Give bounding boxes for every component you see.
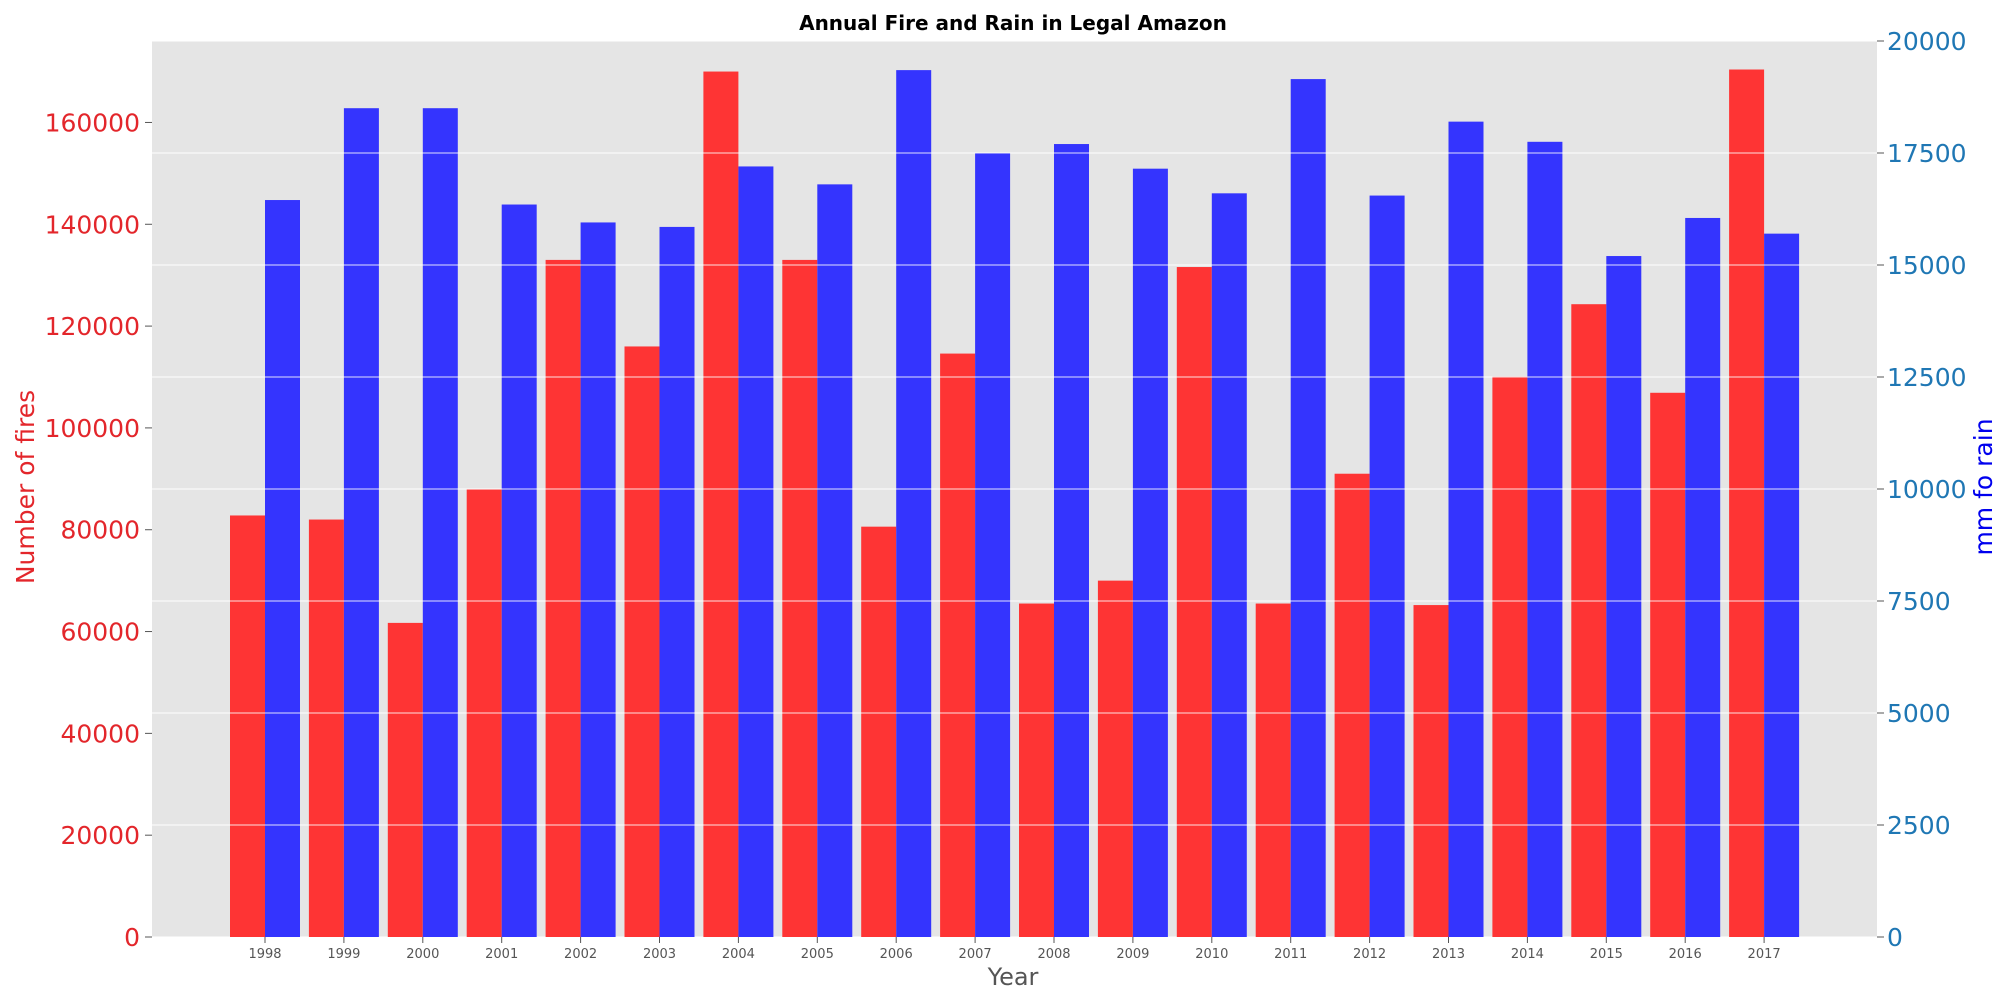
right-tick-label: 15000 (1887, 251, 1967, 280)
grid-overlay (152, 152, 1877, 826)
x-axis: 1998 1999 2000 2001 2002 2003 2004 2005 2006 2007… (248, 937, 1781, 962)
x-tick-label: 2003 (643, 947, 676, 962)
rain-bar-2002 (580, 222, 616, 937)
rain-bar-2006 (896, 70, 932, 938)
x-tick-label: 2011 (1274, 947, 1307, 962)
x-axis-label: Year (987, 963, 1039, 991)
fire-bar-2014 (1492, 376, 1528, 937)
rain-bar-2012 (1369, 195, 1405, 937)
left-tick-label: 20000 (60, 821, 140, 850)
fire-bar-2000 (387, 622, 423, 937)
fire-bar-2012 (1334, 473, 1370, 937)
fire-bar-2005 (782, 259, 818, 938)
left-y-axis: 0 20000 40000 60000 80000 100000 120000 140000 1… (45, 108, 152, 952)
rain-bar-2008 (1054, 144, 1089, 938)
fire-bar-2004 (703, 71, 739, 937)
fire-bar-2007 (940, 353, 976, 938)
x-tick-label: 1998 (248, 947, 281, 962)
rain-bar-2014 (1527, 141, 1563, 938)
left-tick-label: 140000 (45, 210, 140, 239)
fire-bar-2016 (1650, 392, 1686, 937)
x-tick-label: 2014 (1511, 947, 1544, 962)
x-tick-label: 2010 (1195, 947, 1228, 962)
right-tick-label: 20000 (1887, 27, 1967, 56)
fire-bar-1998 (230, 515, 265, 937)
right-tick-label: 17500 (1887, 139, 1967, 168)
chart-title: Annual Fire and Rain in Legal Amazon (799, 11, 1227, 35)
left-tick-label: 80000 (60, 516, 140, 545)
x-tick-label: 2016 (1669, 947, 1702, 962)
fire-bar-2009 (1097, 580, 1133, 937)
x-tick-label: 2012 (1353, 947, 1386, 962)
left-tick-label: 120000 (45, 312, 140, 341)
fire-bar-2006 (861, 526, 897, 937)
right-tick-label: 0 (1887, 923, 1903, 952)
fire-bar-2008 (1019, 603, 1054, 937)
rain-bar-2009 (1132, 168, 1168, 937)
x-tick-label: 2015 (1590, 947, 1623, 962)
left-tick-label: 0 (124, 923, 140, 952)
rain-bar-2005 (817, 184, 853, 938)
rain-bar-2015 (1606, 256, 1642, 937)
right-tick-label: 5000 (1887, 699, 1951, 728)
rain-bar-2013 (1448, 121, 1484, 937)
fire-bar-2015 (1571, 304, 1607, 937)
left-tick-label: 40000 (60, 719, 140, 748)
fire-bar-2002 (545, 259, 581, 938)
fire-bar-2010 (1176, 267, 1212, 937)
rain-bar-2017 (1764, 233, 1800, 937)
right-tick-label: 7500 (1887, 587, 1951, 616)
x-tick-label: 2017 (1748, 947, 1781, 962)
x-tick-label: 2002 (564, 947, 597, 962)
x-tick-label: 2013 (1432, 947, 1465, 962)
rain-bar-2011 (1290, 79, 1326, 937)
fire-bar-1999 (308, 519, 344, 937)
x-tick-label: 2006 (880, 947, 913, 962)
rain-bar-2004 (738, 166, 774, 937)
rain-bar-1998 (265, 200, 300, 938)
right-tick-label: 2500 (1887, 811, 1951, 840)
x-tick-label: 2008 (1037, 947, 1070, 962)
fire-bar-2011 (1255, 603, 1291, 937)
fire-bar-2013 (1413, 605, 1449, 937)
right-tick-label: 10000 (1887, 475, 1967, 504)
x-tick-label: 2001 (485, 947, 518, 962)
x-tick-label: 2009 (1116, 947, 1149, 962)
x-tick-label: 2000 (406, 947, 439, 962)
x-tick-label: 1999 (327, 947, 360, 962)
rain-bar-2000 (422, 108, 458, 937)
rain-bar-2007 (975, 153, 1011, 937)
left-tick-label: 100000 (45, 414, 140, 443)
rain-bar-2016 (1685, 217, 1721, 937)
bars (152, 69, 1877, 938)
rain-bar-2003 (659, 226, 695, 938)
x-tick-label: 2007 (959, 947, 992, 962)
right-tick-label: 12500 (1887, 363, 1967, 392)
x-tick-label: 2004 (722, 947, 755, 962)
left-tick-label: 60000 (60, 618, 140, 647)
rain-bar-2010 (1211, 193, 1247, 937)
rain-bar-2001 (501, 204, 537, 937)
left-tick-label: 160000 (45, 108, 140, 137)
right-y-axis-label: mm fo rain (1969, 418, 1998, 555)
x-tick-label: 2005 (801, 947, 834, 962)
right-y-axis: 0 2500 5000 7500 10000 12500 15000 17500 20000 (1877, 27, 1967, 952)
rain-bar-1999 (343, 108, 379, 937)
fire-bar-2003 (624, 346, 660, 937)
fire-bar-2017 (1729, 69, 1765, 937)
left-y-axis-label: Number of fires (11, 390, 40, 584)
